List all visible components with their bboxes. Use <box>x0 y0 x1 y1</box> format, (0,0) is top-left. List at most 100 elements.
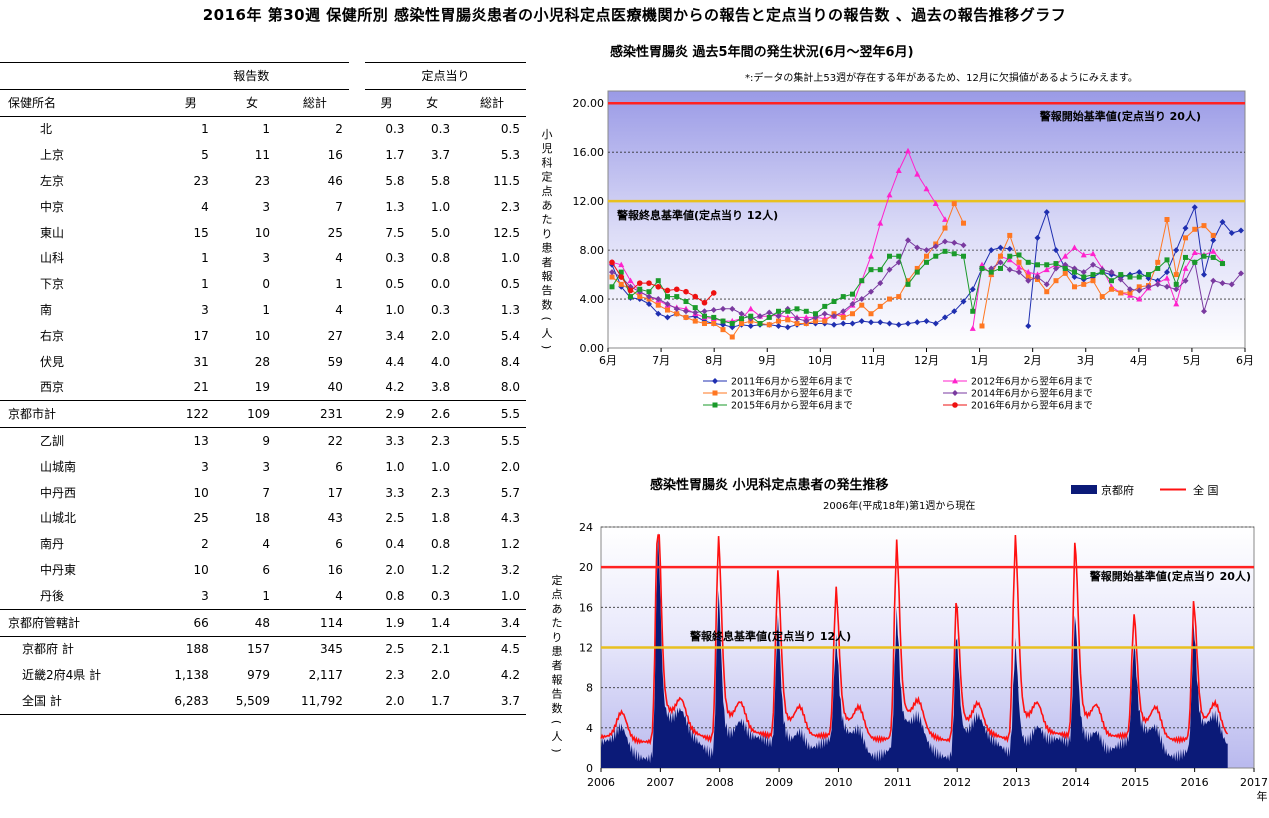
x-tick-label: 1月 <box>971 354 989 367</box>
y-axis-label-char: 患 <box>552 645 563 658</box>
data-point <box>1053 247 1059 254</box>
data-point <box>674 294 680 300</box>
data-point <box>923 247 930 254</box>
data-point <box>1155 265 1161 271</box>
data-point <box>1081 281 1087 287</box>
row-value: 1.3 <box>385 199 405 214</box>
data-point <box>1099 294 1105 300</box>
data-point <box>1099 266 1106 273</box>
data-point <box>849 301 856 308</box>
data-point <box>1210 232 1216 238</box>
row-value: 2.5 <box>385 642 405 657</box>
data-point <box>646 280 652 286</box>
legend-label: 全 国 <box>1193 483 1219 497</box>
data-point <box>1164 217 1170 222</box>
data-point <box>813 311 818 317</box>
legend-marker <box>712 378 718 384</box>
data-point <box>627 277 634 284</box>
row-name: 中丹東 <box>40 563 77 578</box>
column-header: 総計 <box>456 89 526 117</box>
legend-marker <box>712 402 718 408</box>
data-point <box>655 278 661 284</box>
row-name: 京都市計 <box>0 400 154 429</box>
row-value: 5.7 <box>500 485 520 500</box>
data-point <box>803 320 810 327</box>
y-tick-label: 8.00 <box>580 244 605 257</box>
data-point <box>646 293 652 300</box>
row-value: 1,138 <box>174 668 209 683</box>
gap-cell <box>349 506 365 532</box>
data-point <box>868 311 874 317</box>
data-point <box>775 313 782 320</box>
row-value: 3.3 <box>385 485 405 500</box>
data-point <box>886 266 893 273</box>
legend-marker <box>712 390 718 396</box>
row-value: 1.0 <box>385 303 405 318</box>
row-value: 1.0 <box>431 459 451 474</box>
gap-cell <box>348 688 365 715</box>
row-value: 4.2 <box>364 374 411 402</box>
data-point <box>1173 272 1179 278</box>
data-point <box>683 298 689 304</box>
data-point <box>738 315 745 322</box>
row-value: 66 <box>153 609 215 637</box>
row-value: 1.0 <box>456 582 526 610</box>
data-point <box>683 308 689 315</box>
row-value: 6 <box>262 563 271 578</box>
table-row: 右京 17 10 27 3.4 2.0 5.4 <box>0 323 526 349</box>
data-point <box>738 310 745 317</box>
row-value: 2.3 <box>500 199 520 214</box>
y-axis-label-char: 人 <box>552 730 563 743</box>
data-point <box>766 309 773 316</box>
data-point <box>1062 265 1069 272</box>
data-point <box>932 320 939 327</box>
table-row: 西京 21 19 40 4.2 3.8 8.0 <box>0 374 526 402</box>
data-point <box>1238 227 1244 234</box>
data-point <box>729 334 735 340</box>
row-value: 7 <box>262 485 271 500</box>
row-name: 全国 計 <box>0 688 154 715</box>
x-tick-label: 2010 <box>824 776 852 789</box>
y-axis-label-char: 定 <box>542 170 553 184</box>
row-value: 4 <box>262 537 271 552</box>
row-value: 31 <box>193 354 209 369</box>
data-point <box>673 310 680 317</box>
row-value: 1.7 <box>385 148 405 163</box>
data-point <box>766 322 772 328</box>
data-point <box>951 201 957 207</box>
table-row: 山城南 3 3 6 1.0 1.0 2.0 <box>0 454 526 480</box>
row-name: 南丹 <box>40 537 65 552</box>
row-value: 1.0 <box>431 199 451 214</box>
data-point <box>646 289 652 295</box>
data-point <box>896 294 902 300</box>
data-point <box>1108 283 1115 290</box>
table-row: 中京 4 3 7 1.3 1.0 2.3 <box>0 194 526 220</box>
data-point <box>895 167 902 173</box>
row-value: 3.3 <box>364 427 411 454</box>
data-point <box>1035 276 1040 282</box>
row-value: 231 <box>276 400 349 429</box>
data-point <box>720 327 726 333</box>
data-point <box>979 265 985 271</box>
data-point <box>673 286 680 293</box>
row-value: 48 <box>214 609 277 637</box>
row-value: 1 <box>214 582 277 610</box>
data-point <box>1127 274 1133 280</box>
data-point <box>886 191 893 198</box>
data-point <box>803 321 809 327</box>
data-point <box>859 302 865 308</box>
row-name: 近畿2府4県 計 <box>22 668 102 683</box>
data-point <box>1183 235 1188 241</box>
data-point <box>1192 259 1198 265</box>
legend-label: 2011年6月から翌年6月まで <box>731 376 853 388</box>
data-point <box>701 308 708 315</box>
data-point <box>739 316 744 322</box>
y-tick-label: 20.00 <box>573 97 605 110</box>
data-point <box>923 318 930 325</box>
gap-cell <box>348 400 365 429</box>
row-value: 0.5 <box>385 277 405 292</box>
row-value: 3 <box>201 303 209 318</box>
gap-cell <box>348 582 365 610</box>
column-header: 女 <box>214 89 277 117</box>
data-point <box>933 253 939 259</box>
